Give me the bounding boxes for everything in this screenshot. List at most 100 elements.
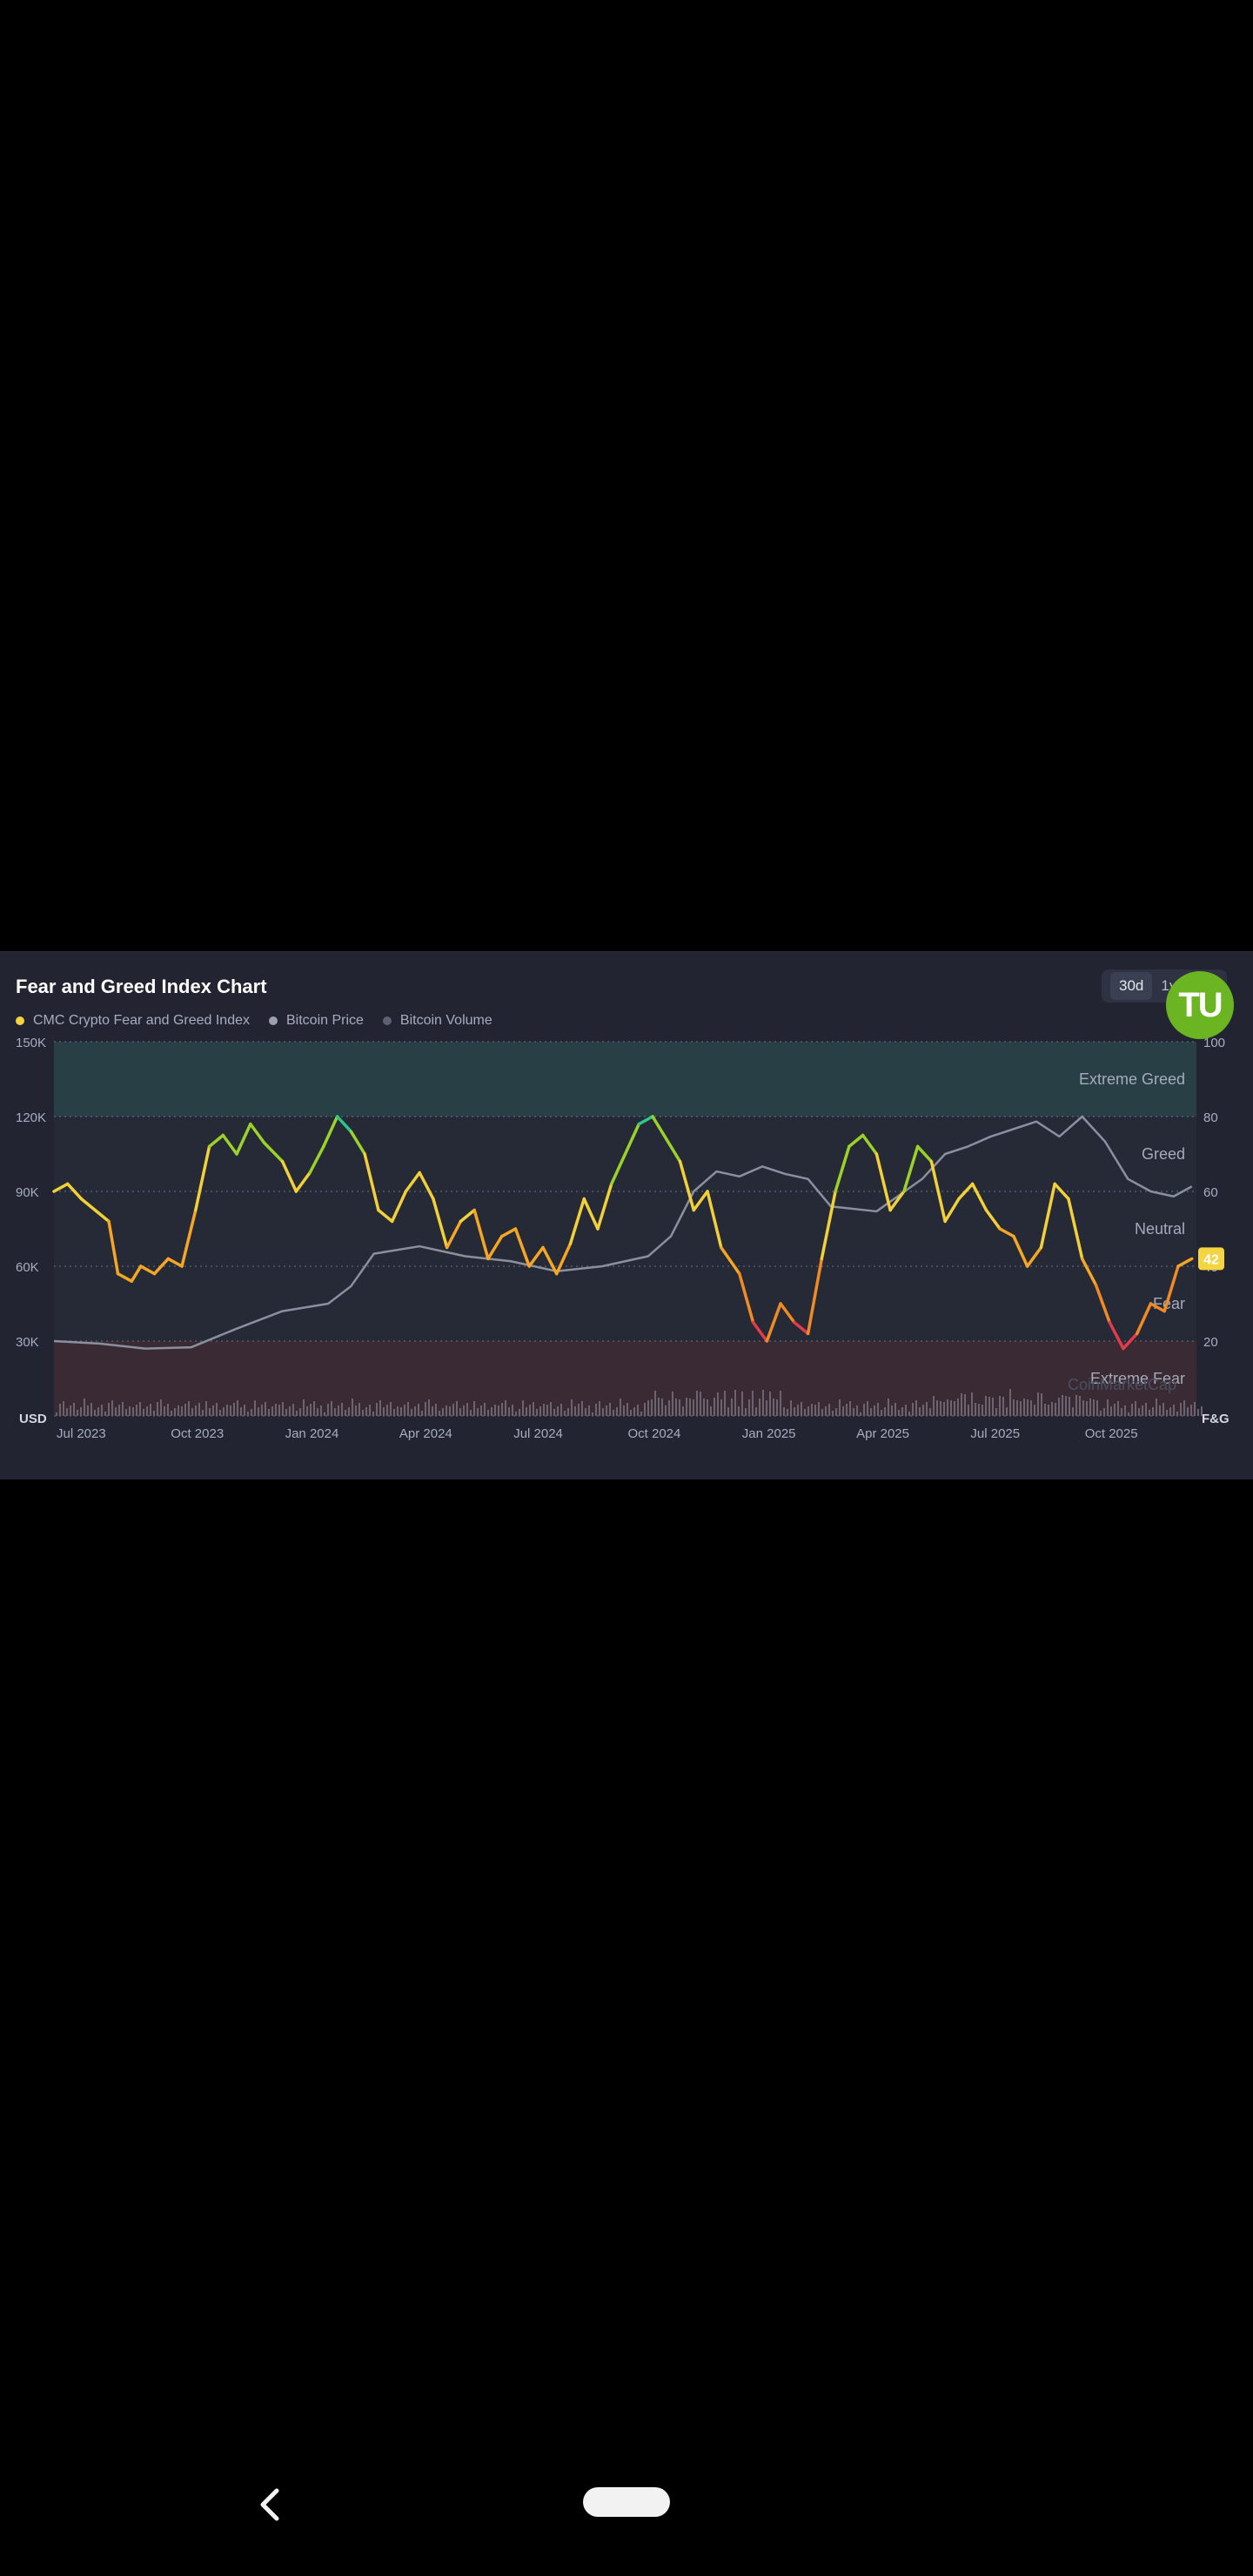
series-segment-fng (1053, 1182, 1070, 1201)
volume-bar (620, 1399, 621, 1416)
series-segment-fng (280, 1159, 298, 1193)
volume-bar (860, 1412, 861, 1416)
volume-bar (720, 1399, 722, 1416)
volume-bar (988, 1397, 990, 1416)
series-segment-fng (861, 1133, 879, 1156)
volume-bar (1145, 1403, 1147, 1416)
left-axis-label: USD (19, 1412, 47, 1426)
volume-bar (592, 1412, 593, 1416)
volume-bar (651, 1399, 653, 1416)
volume-bar (526, 1407, 527, 1416)
volume-bar (320, 1405, 322, 1416)
series-segment-fng (194, 1144, 211, 1212)
volume-bar (748, 1399, 750, 1416)
series-segment-fng (66, 1182, 84, 1201)
series-segment-fng (902, 1144, 920, 1193)
legend-item-volume[interactable]: Bitcoin Volume (382, 1013, 492, 1029)
volume-bar (1135, 1401, 1136, 1416)
volume-bar (731, 1399, 733, 1416)
volume-bar (1114, 1404, 1116, 1416)
volume-bar (1062, 1395, 1063, 1416)
volume-bar (111, 1400, 113, 1416)
left-tick-label: 30K (16, 1335, 39, 1350)
volume-bar (397, 1406, 399, 1416)
volume-bar (216, 1403, 218, 1416)
volume-bar (954, 1401, 955, 1416)
volume-bar (658, 1398, 660, 1416)
series-segment-fng (93, 1208, 111, 1224)
volume-bar (463, 1405, 465, 1416)
volume-bar (825, 1406, 827, 1416)
volume-bar (1044, 1404, 1046, 1416)
volume-bar (289, 1406, 291, 1416)
volume-bar (171, 1411, 172, 1416)
volume-bar (640, 1412, 642, 1416)
right-tick-label: 60 (1203, 1185, 1218, 1200)
volume-bar (306, 1406, 308, 1416)
legend-dot-volume-icon (382, 1016, 392, 1025)
volume-bar (425, 1402, 426, 1416)
volume-bar (104, 1412, 106, 1416)
series-segment-fng (651, 1115, 668, 1141)
volume-bar (1082, 1400, 1084, 1416)
volume-bar (912, 1403, 914, 1416)
volume-bar (926, 1402, 928, 1416)
volume-bar (995, 1408, 997, 1416)
series-segment-fng (692, 1190, 709, 1212)
volume-bar (435, 1404, 437, 1416)
series-segment-fng (445, 1219, 463, 1250)
volume-bar (428, 1399, 430, 1416)
right-axis-label: F&G (1202, 1412, 1230, 1426)
tab-30d[interactable]: 30d (1110, 972, 1153, 1000)
series-segment-fng (152, 1257, 171, 1276)
back-icon[interactable] (258, 2487, 284, 2522)
volume-bar (588, 1405, 590, 1416)
volume-bar (853, 1408, 854, 1416)
volume-bar (794, 1407, 795, 1416)
volume-bar (258, 1407, 259, 1416)
volume-bar (271, 1406, 273, 1416)
volume-bar (905, 1405, 907, 1416)
series-segment-fng (235, 1122, 252, 1156)
home-pill[interactable] (583, 2487, 670, 2517)
zone-band-4 (54, 1341, 1196, 1416)
legend-label-price: Bitcoin Price (286, 1013, 364, 1028)
volume-bar (1159, 1405, 1161, 1416)
series-segment-fng (637, 1115, 654, 1126)
volume-bar (557, 1406, 559, 1416)
volume-bar (101, 1405, 103, 1416)
volume-bar (915, 1400, 917, 1416)
volume-bar (654, 1391, 656, 1416)
series-segment-fng (554, 1242, 573, 1276)
series-segment-fng (820, 1190, 837, 1261)
x-tick-label: Jul 2023 (57, 1426, 106, 1441)
volume-bar (877, 1403, 879, 1416)
volume-bar (446, 1405, 447, 1416)
series-segment-fng (262, 1141, 285, 1164)
volume-bar (505, 1400, 506, 1416)
volume-bar (849, 1401, 851, 1416)
legend-item-fng[interactable]: CMC Crypto Fear and Greed Index (16, 1013, 250, 1029)
legend-item-price[interactable]: Bitcoin Price (269, 1013, 364, 1029)
volume-bar (560, 1404, 562, 1416)
volume-bar (626, 1403, 628, 1416)
volume-bar (459, 1408, 461, 1416)
volume-bar (1048, 1405, 1049, 1416)
volume-bar (543, 1404, 545, 1416)
series-line-price (53, 1115, 1193, 1350)
zone-label-1: Greed (1142, 1145, 1185, 1163)
volume-bar (957, 1399, 959, 1416)
volume-bar (1030, 1400, 1032, 1416)
volume-bar (456, 1401, 458, 1416)
volume-bar (571, 1399, 573, 1416)
volume-bar (727, 1407, 729, 1416)
volume-bar (1006, 1407, 1008, 1416)
series-segment-fng (706, 1190, 723, 1250)
volume-bar (814, 1405, 816, 1416)
volume-bar (473, 1401, 475, 1416)
zone-label-0: Extreme Greed (1079, 1070, 1185, 1088)
volume-bar (519, 1409, 520, 1416)
volume-bar (578, 1404, 580, 1416)
volume-bar (1027, 1399, 1029, 1416)
volume-bar (178, 1405, 179, 1416)
